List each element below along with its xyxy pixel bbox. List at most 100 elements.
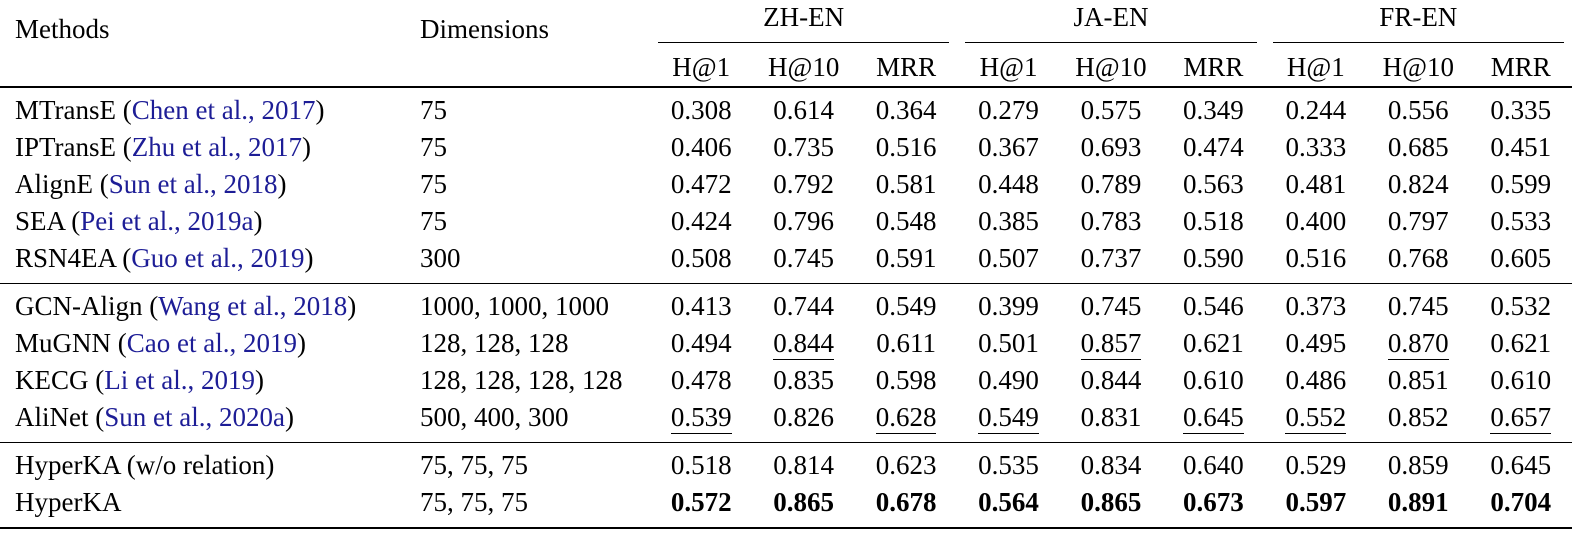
- metric-value: 0.826: [773, 402, 835, 432]
- metric-value: 0.768: [1387, 243, 1449, 273]
- metric-value: 0.745: [773, 243, 835, 273]
- table-header: Methods Dimensions ZH-EN JA-EN FR-EN H@1…: [0, 0, 1572, 88]
- metric-value: 0.546: [1162, 283, 1265, 325]
- metric-value: 0.549: [854, 283, 958, 325]
- section-hyperka: HyperKA (w/o relation) 75, 75, 75 0.518 0.8…: [0, 442, 1572, 529]
- metric-value: 0.516: [1285, 243, 1347, 273]
- method-name: RSN4EA: [15, 243, 116, 273]
- metric-value: 0.693: [1080, 132, 1142, 162]
- metric-value: 0.844: [1080, 365, 1142, 395]
- group-label: JA-EN: [965, 2, 1257, 43]
- metric-value: 0.400: [1285, 206, 1347, 236]
- metric-value: 0.824: [1387, 169, 1449, 199]
- method-name: GCN-Align: [15, 291, 143, 321]
- metric-value: 0.865: [752, 484, 855, 529]
- method-name: AliNet: [15, 402, 89, 432]
- metric-value: 0.598: [875, 365, 937, 395]
- metric-value: 0.792: [773, 169, 835, 199]
- method-name: HyperKA: [15, 487, 122, 517]
- group-header-fr-en: FR-EN: [1265, 0, 1572, 48]
- col-header-methods: Methods: [0, 0, 407, 88]
- underlined-value: 0.549: [978, 402, 1039, 434]
- method-name: AlignE: [15, 169, 93, 199]
- metric-value: 0.852: [1387, 402, 1449, 432]
- method-cell: SEA (Pei et al., 2019a): [15, 206, 263, 236]
- metric-value: 0.244: [1285, 95, 1347, 125]
- col-header-fr-h10: H@10: [1367, 48, 1470, 88]
- metric-value: 0.308: [670, 95, 732, 125]
- metric-value: 0.508: [670, 243, 732, 273]
- citation-link[interactable]: Pei et al., 2019a: [80, 206, 254, 236]
- metric-value: 0.591: [875, 243, 937, 273]
- metric-value: 0.835: [773, 365, 835, 395]
- table-row: KECG (Li et al., 2019) 128, 128, 128, 128…: [0, 362, 1572, 399]
- metric-value: 0.518: [650, 442, 753, 484]
- metric-value: 0.532: [1469, 283, 1572, 325]
- group-header-ja-en: JA-EN: [957, 0, 1264, 48]
- citation-link[interactable]: Li et al., 2019: [104, 365, 255, 395]
- metric-value: 0.335: [1490, 95, 1552, 125]
- citation-link[interactable]: Sun et al., 2020a: [104, 402, 285, 432]
- table-row: HyperKA 75, 75, 75 0.572 0.865 0.678 0.564 0.8…: [0, 484, 1572, 529]
- citation-link[interactable]: Wang et al., 2018: [158, 291, 348, 321]
- metric-value: 0.507: [978, 243, 1039, 273]
- method-name: KECG: [15, 365, 89, 395]
- col-header-zh-mrr: MRR: [854, 48, 958, 88]
- metric-value: 0.486: [1285, 365, 1347, 395]
- group-label: ZH-EN: [658, 2, 950, 43]
- table-row: MTransE (Chen et al., 2017) 75 0.308 0.614 0…: [0, 87, 1572, 129]
- underlined-value: 0.857: [1080, 328, 1142, 360]
- method-name: HyperKA (w/o relation): [15, 450, 275, 480]
- metric-value: 0.572: [650, 484, 753, 529]
- table-row: IPTransE (Zhu et al., 2017) 75 0.406 0.735 0…: [0, 129, 1572, 166]
- dimensions-cell: 75: [420, 169, 447, 199]
- dimensions-cell: 300: [420, 243, 461, 273]
- underlined-value: 0.539: [670, 402, 732, 434]
- metric-value: 0.399: [957, 283, 1060, 325]
- metric-value: 0.605: [1490, 243, 1552, 273]
- metric-value: 0.640: [1162, 442, 1265, 484]
- dimensions-cell: 75, 75, 75: [407, 442, 650, 484]
- metric-value: 0.623: [854, 442, 958, 484]
- metric-value: 0.501: [978, 328, 1039, 358]
- citation-link[interactable]: Cao et al., 2019: [126, 328, 297, 358]
- metric-value: 0.490: [978, 365, 1039, 395]
- metric-value: 0.590: [1183, 243, 1244, 273]
- metric-value: 0.364: [875, 95, 937, 125]
- metric-value: 0.516: [875, 132, 937, 162]
- group-header-row: Methods Dimensions ZH-EN JA-EN FR-EN: [0, 0, 1572, 88]
- col-header-fr-h1: H@1: [1264, 48, 1368, 88]
- metric-header-row: H@1 H@10 MRR H@1 H@10 MRR H@1 H@10 MRR: [0, 48, 1572, 88]
- dimensions-cell: 128, 128, 128, 128: [420, 365, 623, 395]
- metric-value: 0.413: [650, 283, 753, 325]
- method-cell: HyperKA (w/o relation): [0, 442, 407, 484]
- metric-value: 0.857: [1060, 325, 1162, 362]
- citation-link[interactable]: Chen et al., 2017: [131, 95, 316, 125]
- table-row: SEA (Pei et al., 2019a) 75 0.424 0.796 0.548…: [0, 203, 1572, 240]
- metric-value: 0.373: [1264, 283, 1368, 325]
- metric-value: 0.789: [1080, 169, 1142, 199]
- metric-value: 0.891: [1367, 484, 1470, 529]
- metric-value: 0.349: [1183, 95, 1244, 125]
- dimensions-cell: 128, 128, 128: [420, 328, 569, 358]
- method-name: MuGNN: [15, 328, 112, 358]
- metric-value: 0.599: [1490, 169, 1552, 199]
- method-name: MTransE: [15, 95, 117, 125]
- underlined-value: 0.657: [1490, 402, 1552, 434]
- citation-link[interactable]: Guo et al., 2019: [131, 243, 305, 273]
- method-cell: AlignE (Sun et al., 2018): [15, 169, 287, 199]
- method-cell: KECG (Li et al., 2019): [15, 365, 264, 395]
- citation-link[interactable]: Sun et al., 2018: [108, 169, 278, 199]
- metric-value: 0.448: [978, 169, 1039, 199]
- metric-value: 0.844: [752, 325, 854, 362]
- metric-value: 0.478: [670, 365, 732, 395]
- metric-value: 0.744: [752, 283, 855, 325]
- section-gnn-methods: GCN-Align (Wang et al., 2018) 1000, 1000,…: [0, 283, 1572, 443]
- method-cell: AliNet (Sun et al., 2020a): [15, 402, 294, 432]
- dimensions-cell: 75: [420, 132, 447, 162]
- method-cell: IPTransE (Zhu et al., 2017): [15, 132, 311, 162]
- metric-value: 0.533: [1490, 206, 1552, 236]
- citation-link[interactable]: Zhu et al., 2017: [131, 132, 302, 162]
- metric-value: 0.581: [875, 169, 937, 199]
